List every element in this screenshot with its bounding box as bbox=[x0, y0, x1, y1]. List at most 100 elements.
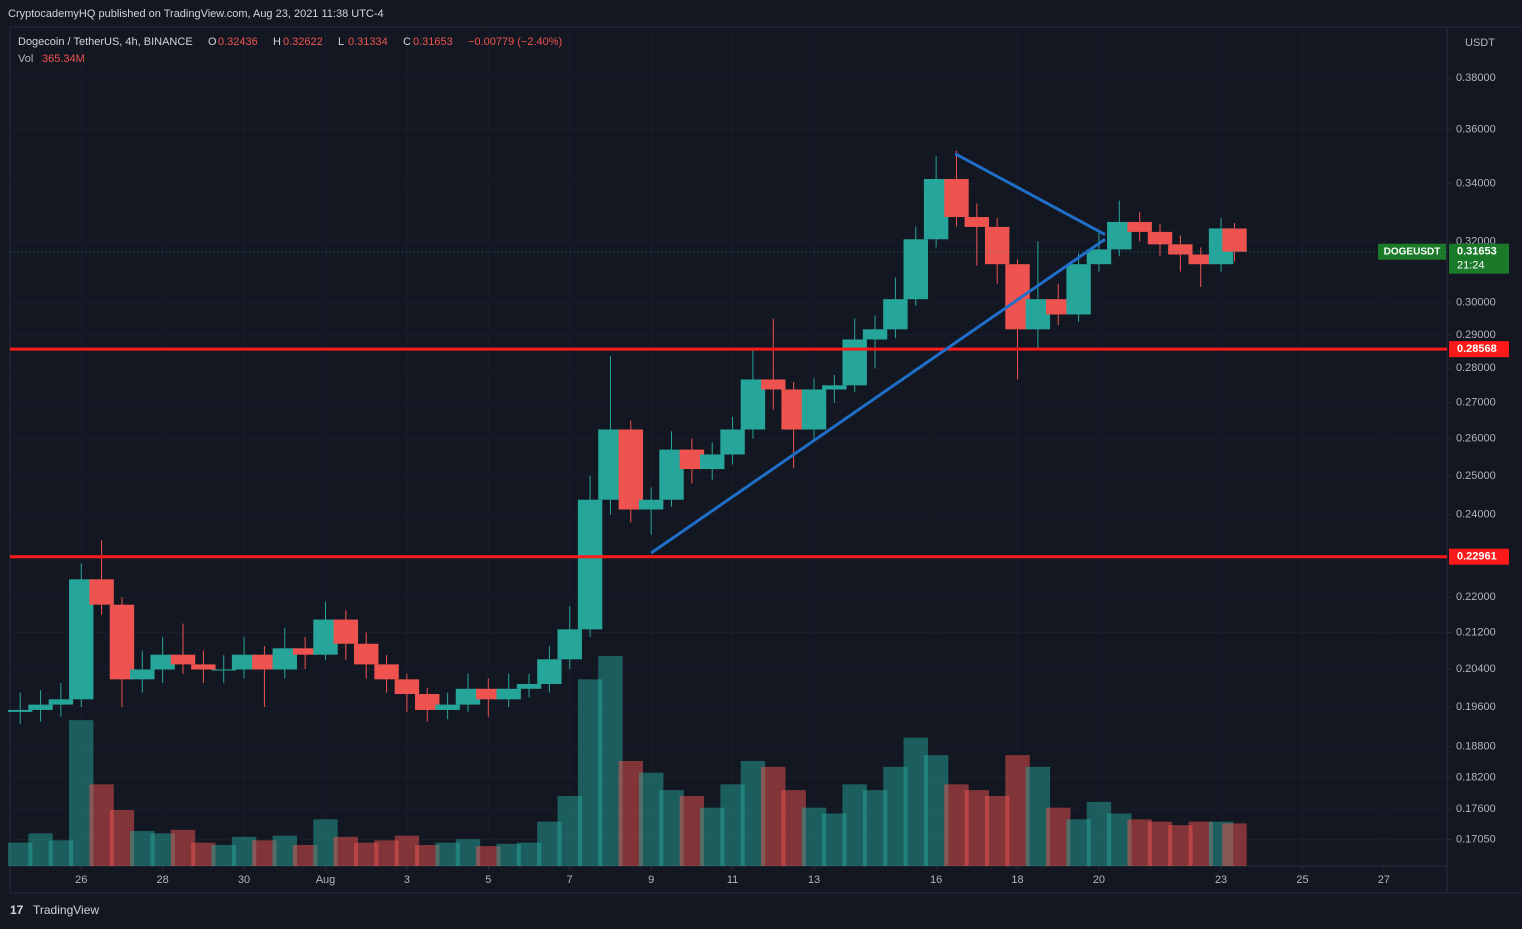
candle-body bbox=[964, 217, 990, 227]
level-label: 0.28568 bbox=[1457, 343, 1497, 355]
volume-bar bbox=[191, 842, 216, 866]
trendline bbox=[650, 238, 1106, 555]
countdown: 21:24 bbox=[1457, 260, 1485, 272]
x-tick-label: 28 bbox=[157, 874, 169, 886]
candle-body bbox=[109, 604, 135, 680]
candle-layer bbox=[7, 150, 1247, 725]
x-tick-label: 5 bbox=[485, 874, 491, 886]
y-tick-label: 0.36000 bbox=[1456, 123, 1496, 135]
candle-body bbox=[883, 299, 908, 330]
y-tick-label: 0.18200 bbox=[1456, 771, 1496, 783]
y-tick-label: 0.27000 bbox=[1456, 397, 1496, 409]
candle-body bbox=[1188, 254, 1213, 265]
currency: USDT bbox=[1465, 37, 1495, 49]
ohlc-value: 0.31653 bbox=[413, 36, 453, 48]
candle-body bbox=[1222, 228, 1247, 252]
candle-body bbox=[1147, 231, 1173, 245]
candle-body bbox=[1086, 249, 1112, 265]
candle-body bbox=[618, 429, 644, 510]
candle-body bbox=[48, 699, 74, 705]
x-tick-label: 3 bbox=[404, 874, 410, 886]
x-tick-label: 27 bbox=[1378, 874, 1390, 886]
candle-body bbox=[822, 385, 847, 390]
y-tick-label: 0.20400 bbox=[1456, 663, 1496, 675]
ohlc-label: C bbox=[403, 36, 411, 48]
publisher-header: CryptocademyHQ published on TradingView.… bbox=[8, 8, 384, 20]
logo-mark: 17 bbox=[10, 903, 24, 917]
candle-body bbox=[638, 499, 664, 510]
candle-body bbox=[557, 629, 582, 660]
candle-body bbox=[1127, 221, 1152, 232]
candle-body bbox=[130, 669, 155, 680]
y-tick-label: 0.19600 bbox=[1456, 701, 1496, 713]
volume-bar bbox=[516, 842, 542, 866]
overlay-layer: DOGEUSDT 0.31653 21:24 0.28568 0.22961 bbox=[10, 152, 1509, 565]
y-tick-label: 0.34000 bbox=[1456, 178, 1496, 190]
logo: 17 TradingView bbox=[10, 903, 99, 917]
y-tick-label: 0.28000 bbox=[1456, 362, 1496, 374]
candle-body bbox=[252, 654, 277, 670]
ohlc-label: H bbox=[273, 36, 281, 48]
candle-body bbox=[516, 684, 542, 689]
volume-bar bbox=[1222, 823, 1247, 866]
volume-bar bbox=[89, 784, 114, 866]
currency-box bbox=[1460, 34, 1500, 50]
volume-bar bbox=[353, 842, 379, 866]
symbol: Dogecoin / TetherUS, 4h, BINANCE bbox=[18, 36, 193, 48]
footer: TradingView bbox=[33, 903, 99, 917]
volume-bar bbox=[394, 835, 420, 866]
volume-bar bbox=[455, 839, 481, 866]
x-tick-label: 30 bbox=[238, 874, 250, 886]
x-tick-label: 26 bbox=[75, 874, 87, 886]
candle-body bbox=[700, 454, 725, 470]
candle-body bbox=[150, 654, 175, 670]
y-tick-label: 0.30000 bbox=[1456, 297, 1496, 309]
candle-body bbox=[577, 499, 603, 630]
candle-body bbox=[272, 648, 297, 670]
ohlc-value: 0.32622 bbox=[283, 36, 323, 48]
level-box bbox=[1449, 548, 1509, 565]
ohlc-value: 0.31334 bbox=[348, 36, 388, 48]
volume-bar bbox=[292, 845, 318, 866]
y-tick-label: 0.17600 bbox=[1456, 803, 1496, 815]
candle-body bbox=[394, 679, 420, 695]
volume-bar bbox=[435, 842, 460, 866]
candle-body bbox=[1046, 299, 1071, 315]
candle-body bbox=[801, 389, 827, 430]
volume-bar bbox=[211, 845, 236, 866]
candle-body bbox=[7, 709, 33, 712]
y-tick-label: 0.29000 bbox=[1456, 329, 1496, 341]
candle-body bbox=[761, 379, 786, 390]
candle-body bbox=[944, 179, 969, 218]
candle-body bbox=[292, 648, 318, 655]
candle-body bbox=[984, 226, 1010, 265]
candle-body bbox=[720, 429, 745, 455]
x-tick-label: Aug bbox=[316, 874, 336, 886]
volume-bar bbox=[476, 846, 501, 866]
change: −0.00779 (−2.40%) bbox=[468, 36, 562, 48]
candle-body bbox=[191, 664, 216, 670]
x-tick-label: 13 bbox=[808, 874, 820, 886]
x-tick-label: 16 bbox=[930, 874, 942, 886]
level-box bbox=[1449, 341, 1509, 358]
candle-body bbox=[496, 688, 521, 700]
x-tick-label: 9 bbox=[648, 874, 654, 886]
volume-bar bbox=[7, 842, 33, 866]
volume-label: Vol bbox=[18, 53, 33, 65]
x-tick-label: 11 bbox=[727, 874, 738, 886]
candle-body bbox=[69, 579, 94, 700]
candle-body bbox=[374, 664, 399, 680]
candle-body bbox=[476, 688, 501, 700]
candle-body bbox=[1066, 264, 1091, 315]
volume-bar bbox=[69, 720, 94, 866]
candle-body bbox=[435, 704, 460, 710]
x-tick-label: 25 bbox=[1296, 874, 1308, 886]
ohlc-value: 0.32436 bbox=[218, 36, 258, 48]
candle-body bbox=[842, 339, 867, 386]
x-tick-label: 23 bbox=[1215, 874, 1227, 886]
candle-body bbox=[1168, 244, 1193, 255]
candle-body bbox=[89, 579, 114, 605]
ticker-box bbox=[1378, 243, 1446, 260]
candle-body bbox=[455, 688, 481, 705]
